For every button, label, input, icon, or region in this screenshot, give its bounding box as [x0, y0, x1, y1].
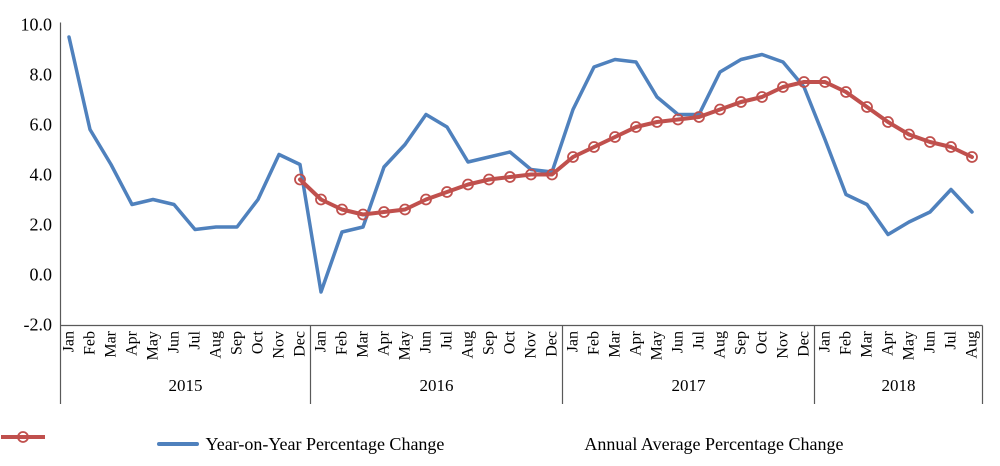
x-axis-month-label: Nov: [523, 331, 540, 359]
chart-legend: Year-on-Year Percentage Change Annual Av…: [0, 430, 1000, 458]
annual-avg-data-marker: [945, 141, 957, 153]
annual-avg-data-marker: [609, 131, 621, 143]
x-axis-month-label: Jun: [166, 331, 183, 353]
annual-avg-data-marker: [315, 193, 327, 206]
x-axis-month-label: Apr: [124, 330, 141, 356]
x-axis-month-label: Feb: [82, 331, 99, 355]
annual-avg-data-marker: [966, 151, 978, 163]
x-axis-year-label: 2016: [420, 376, 454, 395]
annual-avg-series-line: [298, 80, 974, 217]
x-axis-month-label: Mar: [103, 330, 120, 357]
y-axis-tick-label: 0.0: [30, 265, 53, 285]
annual-avg-data-marker: [861, 101, 873, 113]
x-axis-month-label: Apr: [880, 330, 897, 356]
annual-avg-data-marker: [546, 168, 558, 181]
x-axis-month-label: May: [901, 331, 918, 360]
x-axis-month-label: Jan: [565, 331, 582, 352]
legend-item-annual-avg: Annual Average Percentage Change: [1, 431, 844, 455]
x-axis-month-label: Oct: [754, 330, 771, 354]
annual-avg-data-marker: [294, 173, 306, 186]
yoy-line-swatch-icon: [156, 442, 199, 446]
y-axis-tick-label: -2.0: [24, 315, 53, 335]
x-axis-year-label: 2017: [672, 376, 707, 395]
annual-avg-data-marker: [630, 121, 642, 133]
x-axis-month-label: Jul: [439, 330, 456, 349]
x-axis-month-label: Jun: [670, 331, 687, 353]
legend-label-annual-avg: Annual Average Percentage Change: [584, 433, 844, 454]
legend-item-yoy: Year-on-Year Percentage Change: [156, 433, 445, 455]
annual-avg-data-marker: [462, 178, 474, 191]
x-axis-month-label: Feb: [586, 331, 603, 355]
x-axis-month-label: Mar: [859, 330, 876, 357]
x-axis-month-label: Dec: [796, 331, 813, 357]
x-axis-month-label: Jun: [418, 331, 435, 353]
annual-avg-data-marker: [756, 91, 768, 103]
x-axis-month-label: Nov: [775, 331, 792, 359]
annual-avg-data-marker: [483, 173, 495, 186]
annual-avg-data-marker: [819, 76, 831, 88]
annual-avg-line-marker-swatch-icon: [1, 431, 45, 443]
x-axis-month-label: Sep: [733, 331, 750, 355]
y-axis-tick-label: 10.0: [21, 15, 53, 35]
annual-avg-data-marker: [525, 168, 537, 181]
x-axis-month-label: May: [397, 331, 414, 360]
x-axis-month-label: May: [649, 331, 666, 360]
annual-avg-data-marker: [651, 116, 663, 128]
annual-avg-data-marker: [840, 86, 852, 98]
annual-avg-data-marker: [672, 113, 684, 126]
x-axis-month-label: May: [145, 331, 162, 360]
x-axis-year-label: 2018: [882, 376, 916, 395]
y-axis-tick-label: 6.0: [30, 115, 53, 135]
annual-avg-data-marker: [504, 171, 516, 183]
annual-avg-data-marker: [336, 203, 348, 216]
x-axis-month-label: Jan: [313, 331, 330, 352]
x-axis-month-label: Jun: [922, 331, 939, 353]
x-axis-month-label: Oct: [250, 330, 267, 354]
x-axis-month-label: Nov: [271, 331, 288, 359]
x-axis-month-label: Mar: [607, 330, 624, 357]
x-axis-month-label: Mar: [355, 330, 372, 357]
annual-avg-data-marker: [567, 151, 579, 163]
x-axis-month-label: Dec: [544, 331, 561, 357]
x-axis-month-label: Apr: [376, 330, 393, 356]
y-axis-tick-label: 2.0: [30, 215, 53, 235]
x-axis-month-label: Sep: [229, 331, 246, 355]
x-axis-month-label: Jul: [943, 330, 960, 349]
annual-avg-data-marker: [735, 96, 747, 108]
x-axis-month-label: Jul: [187, 330, 204, 349]
annual-avg-data-marker: [357, 208, 369, 221]
x-axis-month-label: Feb: [334, 331, 351, 355]
annual-avg-data-marker: [714, 103, 726, 116]
x-axis-year-label: 2015: [169, 376, 203, 395]
x-axis-month-label: Aug: [208, 331, 225, 359]
annual-avg-data-marker: [378, 206, 390, 218]
x-axis-month-label: Jan: [61, 331, 78, 352]
x-axis-month-label: Aug: [712, 331, 729, 359]
y-axis-tick-label: 8.0: [30, 65, 53, 85]
legend-label-yoy: Year-on-Year Percentage Change: [205, 433, 445, 454]
y-axis-tick-label: 4.0: [30, 165, 53, 185]
annual-avg-data-marker: [798, 76, 810, 88]
annual-avg-data-marker: [441, 186, 453, 198]
annual-avg-data-marker: [903, 128, 915, 141]
annual-avg-data-marker: [882, 116, 894, 128]
annual-avg-data-marker: [588, 141, 600, 153]
x-axis-month-label: Sep: [481, 331, 498, 355]
annual-avg-data-marker: [777, 81, 789, 93]
annual-avg-data-marker: [399, 203, 411, 216]
x-axis-month-label: Feb: [838, 331, 855, 355]
x-axis-month-label: Apr: [628, 330, 645, 356]
yoy-series-line: [67, 35, 974, 294]
x-axis-month-label: Oct: [502, 330, 519, 354]
annual-avg-data-marker: [924, 136, 936, 148]
x-axis-month-label: Jan: [817, 331, 834, 352]
annual-avg-data-marker: [420, 193, 432, 206]
x-axis-month-label: Aug: [964, 331, 981, 359]
annual-avg-data-marker: [693, 111, 705, 123]
x-axis-month-label: Dec: [292, 331, 309, 357]
x-axis-month-label: Aug: [460, 331, 477, 359]
x-axis-month-label: Jul: [691, 330, 708, 349]
